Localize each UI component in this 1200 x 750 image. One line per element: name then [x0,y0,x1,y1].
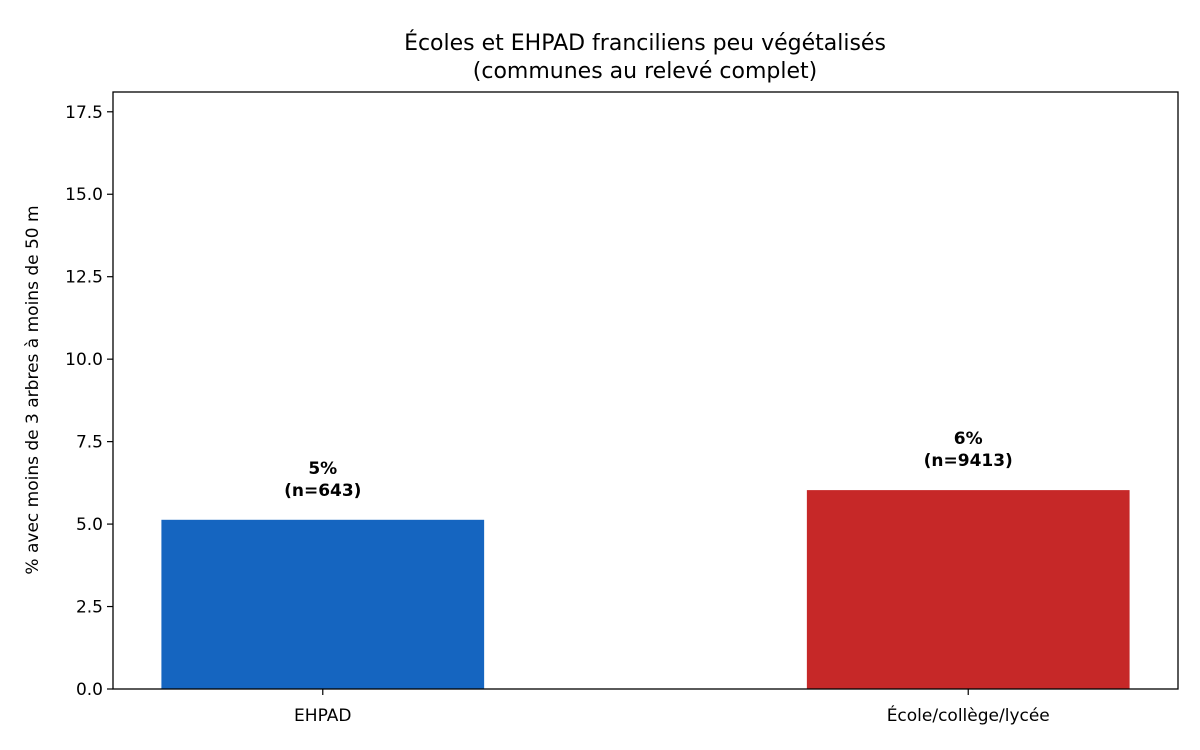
plot-frame [112,91,1179,690]
y-tick-label: 7.5 [76,433,103,453]
bar-value-label: 5% [308,459,337,479]
x-tick-label: École/collège/lycée [887,704,1050,726]
y-tick-label: 15.0 [65,185,103,205]
y-tick-label: 17.5 [65,103,103,123]
bar [806,490,1130,689]
bar-value-label: (n=643) [284,481,361,501]
y-tick-label: 2.5 [76,598,103,618]
x-tick-label: EHPAD [294,706,351,726]
y-tick-label: 10.0 [65,350,103,370]
y-tick-label: 5.0 [76,515,103,535]
y-axis: 0.0 2.5 5.0 7.5 10.0 12.5 15.0 17.5 [65,103,113,700]
chart-title-line-2: (communes au relevé complet) [473,59,817,84]
bar-value-label: 6% [954,429,983,449]
x-axis: EHPAD École/collège/lycée [294,689,1050,726]
bars: 5%(n=643) 6%(n=9413) [161,429,1130,689]
bar-value-label: (n=9413) [924,451,1013,471]
chart-title-line-1: Écoles et EHPAD franciliens peu végétali… [404,30,886,56]
bar [161,519,485,689]
y-tick-label: 12.5 [65,268,103,288]
y-axis-label: % avec moins de 3 arbres à moins de 50 m [23,205,43,574]
y-tick-label: 0.0 [76,680,103,700]
